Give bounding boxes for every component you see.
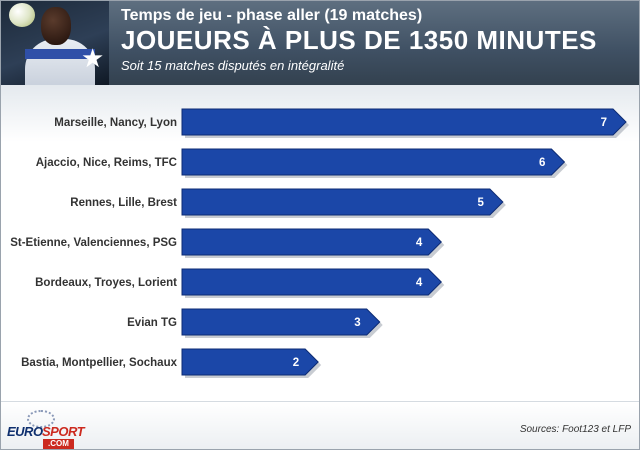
category-label: St-Etienne, Valenciennes, PSG: [10, 237, 177, 249]
category-label: Bordeaux, Troyes, Lorient: [35, 277, 177, 289]
bar: [181, 348, 319, 376]
header-kicker: Temps de jeu - phase aller (19 matches): [121, 7, 423, 24]
value-label: 4: [416, 277, 423, 289]
player-shirt: [25, 39, 95, 85]
football-icon: [9, 3, 35, 27]
value-label: 4: [416, 237, 423, 249]
header-banner: ★ Temps de jeu - phase aller (19 matches…: [1, 1, 639, 85]
player-shirt-band: [25, 49, 95, 59]
star-icon: ★: [81, 43, 105, 73]
value-label: 6: [539, 157, 545, 169]
stars-ring-icon: [27, 410, 55, 428]
footer: EURO SPORT .COM Sources: Foot123 et LFP: [1, 401, 639, 449]
category-label: Bastia, Montpellier, Sochaux: [21, 357, 178, 369]
bar: [181, 228, 442, 256]
category-label: Ajaccio, Nice, Reims, TFC: [36, 157, 177, 169]
logo-sport: SPORT: [42, 424, 85, 439]
value-label: 5: [477, 197, 484, 209]
page-subtitle: Soit 15 matches disputés en intégralité: [121, 58, 345, 73]
chart-area: Marseille, Nancy, Lyon 7 Ajaccio, Nice, Re…: [1, 85, 639, 401]
bar: [181, 108, 627, 136]
bar-chart: Marseille, Nancy, Lyon 7 Ajaccio, Nice, Re…: [10, 108, 629, 378]
bar: [181, 268, 442, 296]
logo-euro: EURO: [7, 424, 43, 439]
player-head: [41, 7, 71, 45]
page-title: JOUEURS À PLUS DE 1350 MINUTES: [121, 25, 597, 55]
value-label: 7: [601, 117, 607, 129]
category-label: Marseille, Nancy, Lyon: [54, 117, 177, 129]
value-label: 2: [293, 357, 299, 369]
value-label: 3: [354, 317, 360, 329]
category-label: Rennes, Lille, Brest: [70, 197, 177, 209]
category-label: Evian TG: [127, 317, 177, 329]
bar: [181, 188, 504, 216]
bar: [181, 148, 566, 176]
bar: [181, 308, 381, 336]
sources-note: Sources: Foot123 et LFP: [519, 424, 631, 435]
eurosport-logo: EURO SPORT .COM: [7, 410, 85, 449]
logo-com: .COM: [43, 439, 74, 449]
player-photo: ★: [1, 1, 109, 85]
